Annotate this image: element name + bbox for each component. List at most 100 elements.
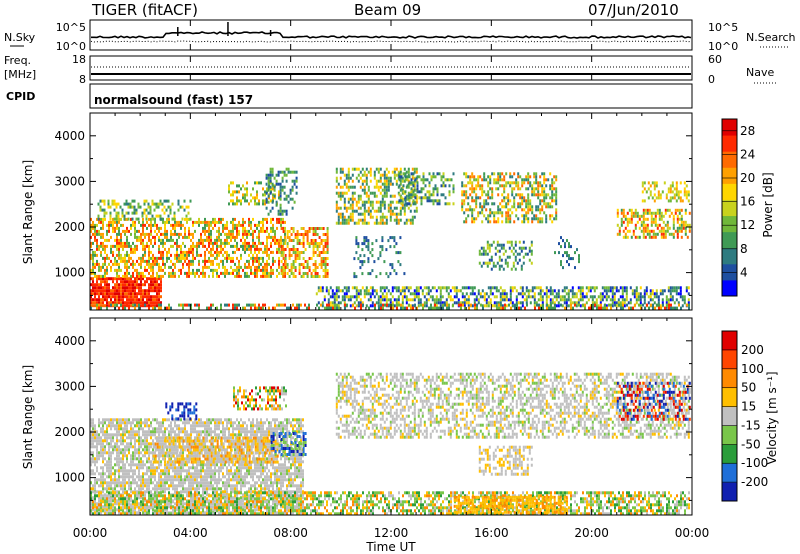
echo-cell xyxy=(523,217,526,221)
echo-cell xyxy=(148,286,150,290)
echo-cell xyxy=(657,196,660,200)
echo-cell xyxy=(228,187,230,191)
echo-cell xyxy=(594,303,596,307)
echo-cell xyxy=(401,203,404,207)
echo-cell xyxy=(318,306,320,310)
echo-cell xyxy=(248,262,250,266)
echo-cell xyxy=(302,272,305,275)
echo-cell xyxy=(267,185,270,189)
echo-cell xyxy=(284,303,286,307)
echo-cell xyxy=(202,268,204,272)
echo-cell xyxy=(265,176,268,180)
echo-cell xyxy=(176,232,178,236)
echo-cell xyxy=(290,254,293,257)
echo-cell xyxy=(236,256,238,260)
echo-cell xyxy=(180,256,182,260)
echo-cell xyxy=(290,233,293,236)
echo-cell xyxy=(486,243,489,247)
echo-cell xyxy=(256,306,258,310)
echo-cell xyxy=(276,303,278,307)
echo-cell xyxy=(469,178,472,182)
echo-cell xyxy=(432,199,435,203)
echo-cell xyxy=(270,181,272,185)
echo-cell xyxy=(103,214,106,218)
echo-cell xyxy=(391,194,394,198)
echo-cell xyxy=(347,221,350,225)
echo-cell xyxy=(115,202,118,206)
echo-cell xyxy=(178,256,180,260)
echo-cell xyxy=(481,178,484,182)
echo-cell xyxy=(172,223,174,227)
echo-cell xyxy=(669,298,672,302)
echo-cell xyxy=(649,289,652,293)
echo-cell xyxy=(286,306,288,310)
echo-cell xyxy=(674,229,677,233)
echo-cell xyxy=(363,295,366,299)
echo-cell xyxy=(293,170,296,174)
echo-cell xyxy=(514,258,517,262)
echo-cell xyxy=(120,436,122,440)
echo-cell xyxy=(188,274,190,278)
echo-cell xyxy=(650,229,653,233)
echo-cell xyxy=(349,203,352,207)
echo-cell xyxy=(106,286,108,290)
echo-cell xyxy=(130,298,132,302)
echo-cell xyxy=(100,304,102,308)
echo-cell xyxy=(268,306,270,310)
echo-cell xyxy=(545,217,548,221)
echo-cell xyxy=(497,178,500,182)
echo-cell xyxy=(143,199,146,203)
echo-cell xyxy=(272,229,274,233)
echo-cell xyxy=(648,208,651,212)
echo-cell xyxy=(462,303,464,307)
echo-cell xyxy=(190,238,192,242)
echo-cell xyxy=(176,259,178,263)
echo-cell xyxy=(677,190,680,194)
echo-cell xyxy=(385,218,388,222)
echo-cell xyxy=(238,271,240,275)
echo-cell xyxy=(533,304,536,308)
colorbar-tick-label: 16 xyxy=(740,195,755,209)
echo-cell xyxy=(102,445,104,449)
echo-cell xyxy=(256,193,258,197)
echo-cell xyxy=(383,221,386,225)
echo-cell xyxy=(113,208,116,212)
echo-cell xyxy=(355,286,358,290)
echo-cell xyxy=(408,181,411,185)
echo-cell xyxy=(392,306,394,310)
echo-cell xyxy=(684,208,687,212)
echo-cell xyxy=(266,226,268,230)
echo-cell xyxy=(399,182,402,186)
echo-cell xyxy=(396,303,398,307)
echo-cell xyxy=(138,256,140,260)
echo-cell xyxy=(676,226,679,230)
echo-cell xyxy=(642,229,645,233)
echo-cell xyxy=(162,232,164,236)
echo-cell xyxy=(246,259,248,263)
echo-cell xyxy=(491,196,494,200)
echo-cell xyxy=(258,241,260,245)
echo-cell xyxy=(260,256,262,260)
echo-cell xyxy=(306,230,309,233)
echo-cell xyxy=(118,301,120,305)
echo-cell xyxy=(363,292,366,296)
echo-cell xyxy=(236,226,238,230)
echo-cell xyxy=(287,167,290,171)
echo-cell xyxy=(367,298,370,302)
echo-cell xyxy=(316,242,319,245)
echo-cell xyxy=(401,304,404,308)
echo-cell xyxy=(381,236,384,240)
echo-cell xyxy=(675,199,678,203)
echo-cell xyxy=(206,247,208,251)
echo-cell xyxy=(118,232,120,236)
echo-cell xyxy=(469,208,472,212)
echo-cell xyxy=(228,229,230,233)
echo-cell xyxy=(688,223,691,227)
echo-cell xyxy=(285,167,288,171)
echo-cell xyxy=(130,439,132,443)
echo-cell xyxy=(539,289,542,293)
echo-cell xyxy=(180,223,182,227)
echo-cell xyxy=(134,283,136,287)
echo-cell xyxy=(680,223,683,227)
echo-cell xyxy=(437,301,440,305)
